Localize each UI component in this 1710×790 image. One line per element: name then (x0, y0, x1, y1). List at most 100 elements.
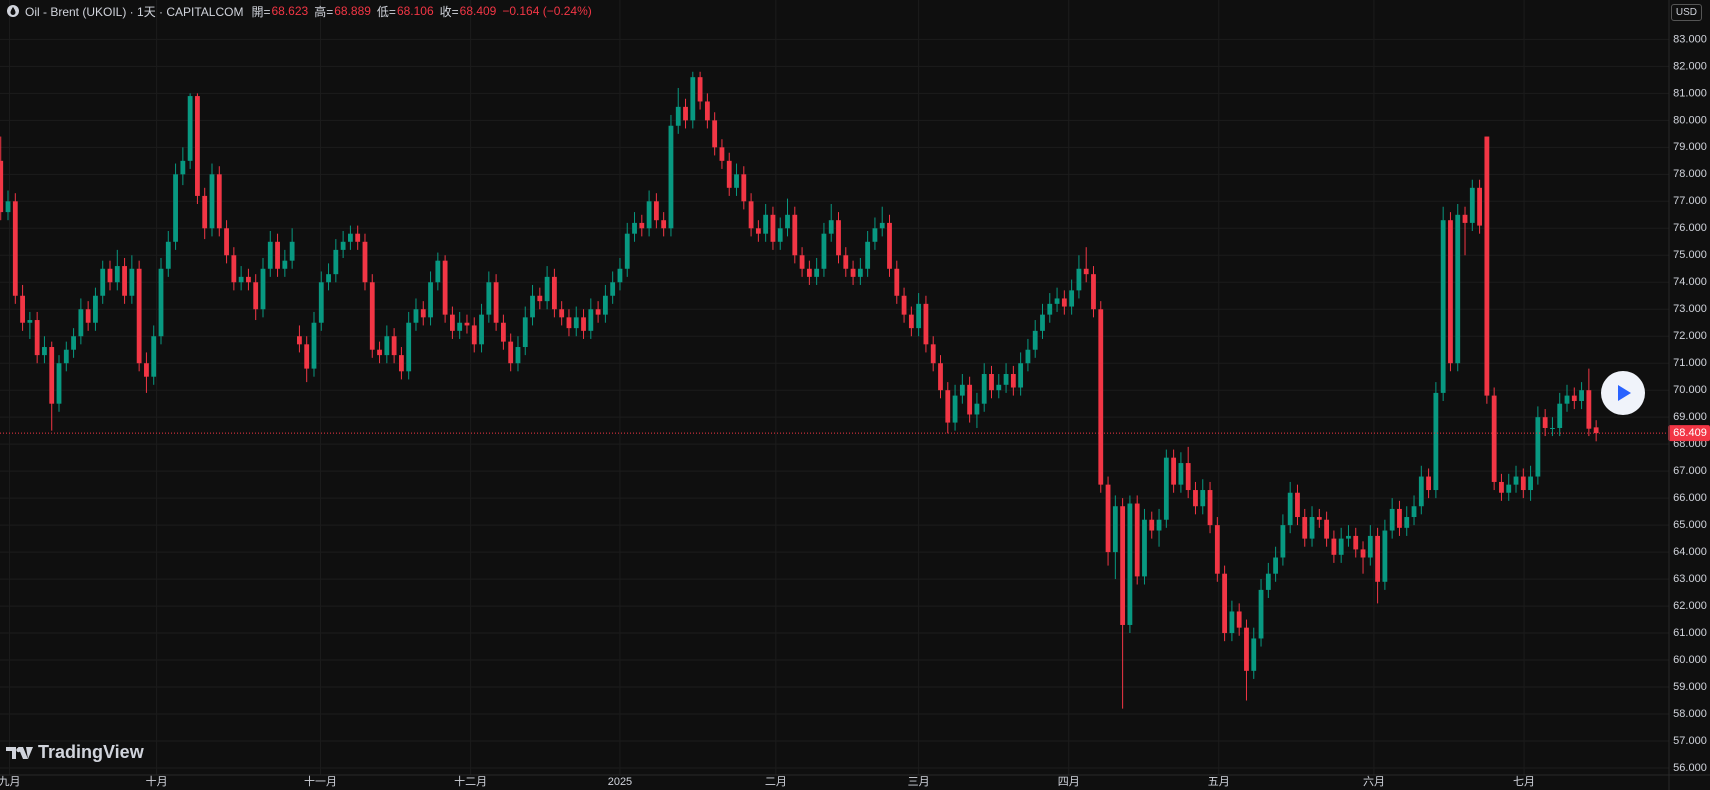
candle-body (420, 309, 426, 318)
candle-body (100, 268, 106, 296)
candle-body (1302, 517, 1308, 539)
candle-body (1178, 463, 1184, 485)
x-tick-label: 七月 (1513, 775, 1535, 788)
y-tick-label: 73.000 (1673, 303, 1707, 315)
candle-body (107, 268, 113, 283)
candle-body (901, 295, 907, 315)
candle-body (231, 255, 237, 283)
open-value: 68.623 (271, 4, 309, 18)
y-tick-label: 71.000 (1673, 357, 1707, 369)
candle-body (56, 363, 62, 404)
candle-body (959, 384, 965, 396)
candle-body (326, 274, 331, 283)
x-tick-label: 四月 (1058, 776, 1080, 788)
candle-body (158, 268, 164, 337)
x-tick-label: 六月 (1363, 775, 1385, 788)
candle-body (464, 322, 470, 326)
candle-body (1229, 611, 1235, 634)
candle-body (653, 201, 659, 221)
candle-body (42, 347, 47, 356)
candle-body (297, 336, 302, 345)
candle-body (1010, 374, 1016, 388)
candle-body (683, 106, 688, 121)
candle-body (260, 268, 266, 310)
candle-body (1185, 463, 1191, 491)
candle-body (1324, 519, 1330, 539)
candle-body (719, 147, 725, 161)
candle-body (879, 222, 885, 229)
candle-body (136, 268, 142, 364)
candle-body (195, 96, 200, 196)
candle-body (1018, 363, 1024, 388)
candle-body (748, 201, 754, 229)
candle-body (996, 384, 1002, 391)
candle-body (1389, 508, 1395, 531)
brand-name: TradingView (38, 742, 144, 762)
candle-body (1557, 403, 1563, 428)
candle-body (384, 336, 390, 356)
candle-body (362, 241, 368, 283)
candle-body (1134, 503, 1140, 577)
candle-body (981, 374, 987, 404)
candle-body (1462, 214, 1468, 223)
candle-body (1171, 457, 1177, 485)
candle-body (1061, 298, 1067, 307)
candle-body (1287, 492, 1293, 526)
candle-body (500, 322, 506, 342)
candle-body (1338, 538, 1344, 555)
candle-body (1316, 517, 1322, 520)
close-value: 68.409 (459, 4, 497, 18)
candle-body (551, 276, 557, 310)
candle-body (857, 268, 863, 277)
candle-body (34, 320, 40, 356)
candle-body (1091, 274, 1096, 310)
candle-body (1040, 314, 1045, 331)
logo-icon (6, 746, 33, 759)
candle-body (734, 174, 739, 188)
y-tick-label: 78.000 (1673, 168, 1707, 180)
change: −0.164 (−0.24%) (502, 4, 592, 18)
candle-body (602, 295, 608, 315)
candle-body (974, 403, 980, 415)
candle-body (1112, 506, 1118, 553)
candle-body (544, 276, 550, 302)
candle-body (340, 241, 346, 250)
candle-body (1411, 506, 1417, 518)
currency-button[interactable]: USD (1670, 4, 1702, 21)
candle-body (216, 174, 222, 229)
candle-body (49, 347, 55, 404)
x-tick-label: 九月 (0, 775, 20, 788)
candle-body (989, 374, 994, 391)
candle-body (449, 314, 455, 331)
candle-body (5, 201, 11, 213)
candle-body (311, 322, 317, 369)
y-tick-label: 67.000 (1673, 465, 1707, 477)
candle-body (595, 309, 601, 315)
high-value: 68.889 (334, 4, 371, 18)
candle-body (573, 317, 579, 329)
candle-body (391, 336, 397, 356)
candle-body (1295, 492, 1300, 518)
y-tick-label: 83.000 (1673, 33, 1707, 45)
x-tick-label: 2025 (608, 776, 632, 788)
candle-body (887, 222, 892, 269)
low-value: 68.106 (396, 4, 434, 18)
candle-body (646, 201, 652, 229)
candle-body (1550, 427, 1555, 429)
candle-body (27, 320, 33, 323)
candle-body (1054, 298, 1060, 304)
candle-body (1331, 538, 1337, 555)
candle-body (71, 336, 76, 350)
play-button[interactable] (1601, 371, 1645, 415)
candle-body (1440, 220, 1446, 393)
candle-body (1542, 417, 1548, 428)
candle-body (1375, 535, 1381, 582)
open-label: 開= (251, 4, 271, 19)
candle-body (333, 249, 339, 275)
candle-body (20, 295, 25, 323)
candle-body (399, 355, 404, 372)
candle-body (1244, 627, 1249, 671)
candle-body (238, 276, 244, 283)
candle-body (442, 260, 448, 315)
